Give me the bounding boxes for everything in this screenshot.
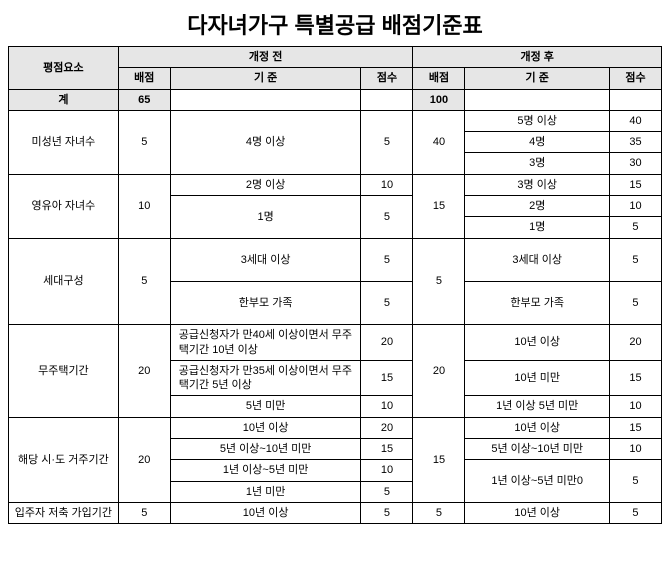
cell: 40 (413, 110, 465, 174)
page-title: 다자녀가구 특별공급 배점기준표 (8, 8, 662, 40)
cell: 20 (361, 417, 413, 438)
cell: 5 (609, 238, 661, 281)
cell: 5 (118, 110, 170, 174)
scoring-table: 평점요소 개정 전 개정 후 배점 기 준 점수 배점 기 준 점수 계 65 … (8, 46, 662, 524)
cat-infants: 영유아 자녀수 (9, 174, 119, 238)
cell: 2명 (465, 196, 609, 217)
cell: 10 (361, 460, 413, 481)
cell: 20 (118, 325, 170, 417)
cell: 한부모 가족 (465, 281, 609, 324)
cell: 5 (361, 281, 413, 324)
cell: 10 (118, 174, 170, 238)
cell: 15 (609, 417, 661, 438)
cell: 한부모 가족 (170, 281, 361, 324)
cell: 15 (609, 360, 661, 396)
cell: 5 (361, 196, 413, 239)
cell: 10 (609, 196, 661, 217)
cat-minors: 미성년 자녀수 (9, 110, 119, 174)
hdr-after: 개정 후 (413, 47, 662, 68)
cell: 5 (118, 502, 170, 523)
cell: 5 (413, 238, 465, 325)
cell: 15 (609, 174, 661, 195)
cell: 5 (609, 502, 661, 523)
cell: 공급신청자가 만35세 이상이면서 무주택기간 5년 이상 (170, 360, 361, 396)
hdr-before: 개정 전 (118, 47, 413, 68)
hdr-score-before: 점수 (361, 68, 413, 89)
cell: 1년 이상~5년 미만0 (465, 460, 609, 503)
cell: 15 (361, 439, 413, 460)
cell: 3명 이상 (465, 174, 609, 195)
cell: 5 (361, 110, 413, 174)
cell: 20 (361, 325, 413, 361)
cell: 4명 이상 (170, 110, 361, 174)
cell: 5 (361, 502, 413, 523)
cell: 5년 이상~10년 미만 (465, 439, 609, 460)
cell: 10 (609, 396, 661, 417)
cell: 5년 미만 (170, 396, 361, 417)
cell: 1년 미만 (170, 481, 361, 502)
cell: 10년 미만 (465, 360, 609, 396)
cell: 10년 이상 (170, 502, 361, 523)
cell: 5 (413, 502, 465, 523)
cell: 10년 이상 (170, 417, 361, 438)
hdr-criteria-before: 기 준 (170, 68, 361, 89)
cell: 1명 (170, 196, 361, 239)
hdr-score-after: 점수 (609, 68, 661, 89)
cell: 3세대 이상 (170, 238, 361, 281)
hdr-points-before: 배점 (118, 68, 170, 89)
cell: 5년 이상~10년 미만 (170, 439, 361, 460)
cell: 1년 이상 5년 미만 (465, 396, 609, 417)
total-label: 계 (9, 89, 119, 110)
cell: 10 (609, 439, 661, 460)
cell: 1년 이상~5년 미만 (170, 460, 361, 481)
cell: 15 (413, 417, 465, 502)
cell: 20 (118, 417, 170, 502)
cell: 20 (609, 325, 661, 361)
cell: 20 (413, 325, 465, 417)
cell: 5 (609, 217, 661, 238)
cell: 10년 이상 (465, 325, 609, 361)
cell: 10년 이상 (465, 502, 609, 523)
cat-savings: 입주자 저축 가입기간 (9, 502, 119, 523)
total-before: 65 (118, 89, 170, 110)
cell: 5 (609, 281, 661, 324)
cell: 10 (361, 396, 413, 417)
cell: 30 (609, 153, 661, 174)
cell: 5 (609, 460, 661, 503)
cell: 3세대 이상 (465, 238, 609, 281)
cell: 5명 이상 (465, 110, 609, 131)
cell: 15 (361, 360, 413, 396)
hdr-points-after: 배점 (413, 68, 465, 89)
cell: 10 (361, 174, 413, 195)
cell: 10년 이상 (465, 417, 609, 438)
total-after: 100 (413, 89, 465, 110)
cell: 40 (609, 110, 661, 131)
cell: 3명 (465, 153, 609, 174)
cat-nohouse: 무주택기간 (9, 325, 119, 417)
cell: 15 (413, 174, 465, 238)
cell: 1명 (465, 217, 609, 238)
cell: 공급신청자가 만40세 이상이면서 무주택기간 10년 이상 (170, 325, 361, 361)
cell: 5 (361, 481, 413, 502)
hdr-criteria-after: 기 준 (465, 68, 609, 89)
total-row: 계 65 100 (9, 89, 662, 110)
hdr-category: 평점요소 (9, 47, 119, 90)
cell: 5 (118, 238, 170, 325)
cell: 2명 이상 (170, 174, 361, 195)
cat-residence: 해당 시·도 거주기간 (9, 417, 119, 502)
cell: 5 (361, 238, 413, 281)
cell: 35 (609, 132, 661, 153)
cell: 4명 (465, 132, 609, 153)
cat-household: 세대구성 (9, 238, 119, 325)
